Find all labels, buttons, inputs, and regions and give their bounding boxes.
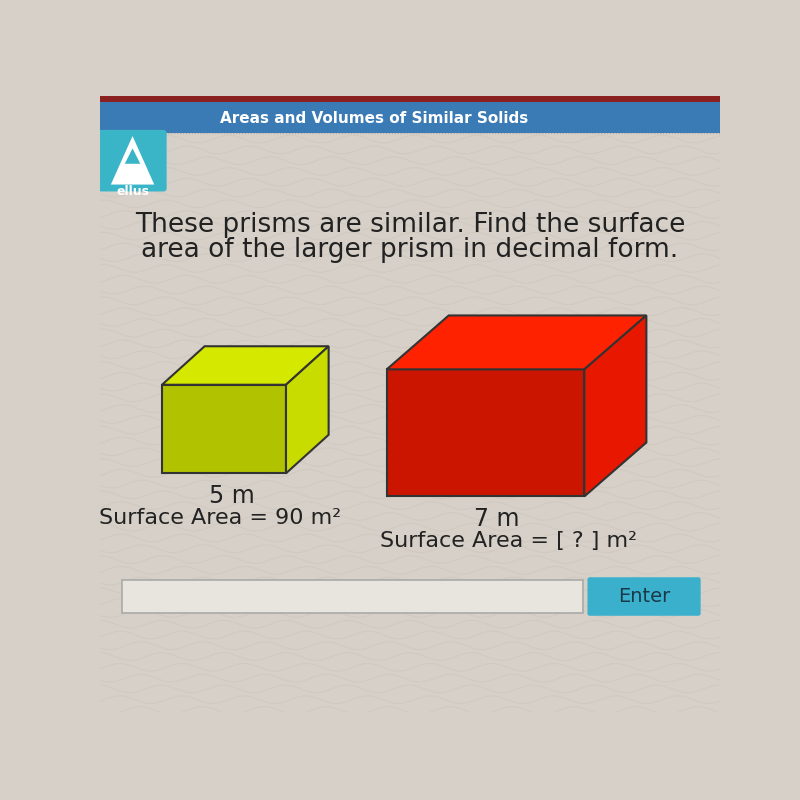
Text: Surface Area = 90 m²: Surface Area = 90 m² bbox=[99, 508, 341, 528]
Bar bbox=[100, 96, 720, 102]
Polygon shape bbox=[286, 346, 329, 474]
Polygon shape bbox=[386, 370, 584, 496]
Polygon shape bbox=[162, 346, 329, 385]
Text: ellus: ellus bbox=[116, 186, 149, 198]
Text: Areas and Volumes of Similar Solids: Areas and Volumes of Similar Solids bbox=[220, 111, 528, 126]
Polygon shape bbox=[111, 136, 154, 185]
FancyBboxPatch shape bbox=[587, 578, 701, 616]
Polygon shape bbox=[125, 148, 140, 164]
Text: 7 m: 7 m bbox=[474, 507, 520, 531]
Text: area of the larger prism in decimal form.: area of the larger prism in decimal form… bbox=[142, 237, 678, 263]
Text: Surface Area = [ ? ] m²: Surface Area = [ ? ] m² bbox=[380, 531, 638, 551]
Polygon shape bbox=[386, 315, 646, 370]
FancyBboxPatch shape bbox=[98, 130, 166, 191]
Text: Enter: Enter bbox=[618, 587, 670, 606]
Text: 5 m: 5 m bbox=[209, 485, 254, 509]
Polygon shape bbox=[584, 315, 646, 496]
Bar bbox=[100, 102, 720, 133]
Polygon shape bbox=[162, 385, 286, 474]
Text: These prisms are similar. Find the surface: These prisms are similar. Find the surfa… bbox=[135, 212, 685, 238]
FancyBboxPatch shape bbox=[122, 579, 583, 614]
